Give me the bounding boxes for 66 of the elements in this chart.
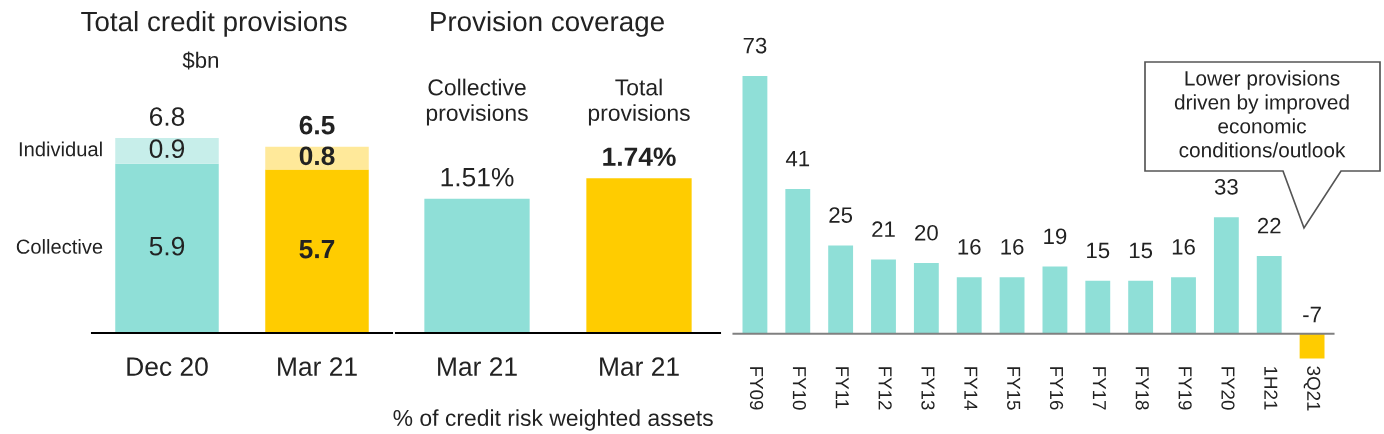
bar [1128, 280, 1154, 334]
total-label: 6.5 [299, 115, 335, 135]
bar [1213, 217, 1239, 334]
bar [828, 245, 854, 334]
data-label: 19 [1044, 228, 1067, 245]
bar [1042, 266, 1068, 334]
x-tick-label: FY20 [1221, 367, 1235, 410]
data-label: 22 [1257, 217, 1281, 234]
data-label: 15 [1087, 242, 1110, 259]
annotation: Lower provisions driven by improved economic conditions/outlook [1174, 70, 1349, 158]
x-tick-label: FY15 [1007, 367, 1021, 410]
data-label: 20 [915, 224, 938, 241]
x-tick-label: FY19 [1178, 367, 1192, 410]
x-tick-label: Mar 21 [600, 357, 679, 376]
data-label: 0.9 [149, 139, 185, 159]
bar [1085, 280, 1111, 334]
chart-title: Provision coverage [431, 10, 664, 37]
bar [1171, 277, 1196, 334]
x-tick-label: FY17 [1092, 367, 1106, 410]
x-axis-title: % of credit risk weighted assets [393, 409, 713, 431]
x-tick-label: FY18 [1135, 367, 1149, 410]
x-tick-label: FY09 [749, 367, 764, 410]
bar [115, 163, 219, 333]
x-tick-label: Mar 21 [278, 357, 357, 376]
chart-title: Total credit provisions [81, 10, 347, 37]
data-label: 0.8 [299, 146, 335, 166]
x-tick-label: Mar 21 [438, 357, 517, 376]
x-tick-label: FY16 [1049, 367, 1064, 410]
data-label: 41 [785, 150, 810, 167]
data-label: 73 [743, 37, 767, 54]
x-tick-label: 1H21 [1264, 367, 1278, 410]
data-label: 1.51% [441, 167, 514, 187]
data-label: 16 [1001, 239, 1024, 255]
series-label: Individual [19, 141, 102, 157]
data-label: 33 [1214, 178, 1238, 195]
text: Total provisions [588, 78, 690, 126]
data-label: 15 [1129, 242, 1153, 259]
series-label: Collective [16, 239, 103, 254]
bar [956, 277, 982, 334]
data-label: 21 [872, 221, 895, 237]
bar [1299, 333, 1325, 359]
bar [913, 263, 939, 334]
x-tick-label: FY12 [878, 367, 892, 410]
data-label: 16 [1172, 239, 1195, 255]
bar [785, 188, 811, 334]
bar [871, 259, 896, 334]
x-tick-label: FY14 [964, 367, 978, 410]
x-tick-label: FY11 [835, 367, 849, 409]
data-label: 5.7 [299, 239, 335, 259]
bar [742, 75, 768, 334]
bar [1256, 256, 1282, 334]
bar [999, 277, 1025, 334]
x-tick-label: Dec 20 [127, 357, 208, 376]
bar [265, 169, 369, 333]
chart-subtitle: $bn [182, 51, 218, 70]
x-tick-label: FY13 [921, 367, 935, 410]
data-label: 16 [958, 239, 981, 255]
data-label: 5.9 [149, 236, 185, 256]
data-label: -7 [1303, 306, 1321, 323]
data-label: 1.74% [603, 147, 676, 166]
x-tick-label: FY10 [792, 367, 807, 410]
bar [115, 138, 219, 164]
data-label: 25 [829, 207, 853, 223]
text: Collective provisions [426, 78, 528, 126]
x-tick-label: 3Q21 [1303, 366, 1321, 411]
total-label: 6.8 [150, 107, 185, 126]
